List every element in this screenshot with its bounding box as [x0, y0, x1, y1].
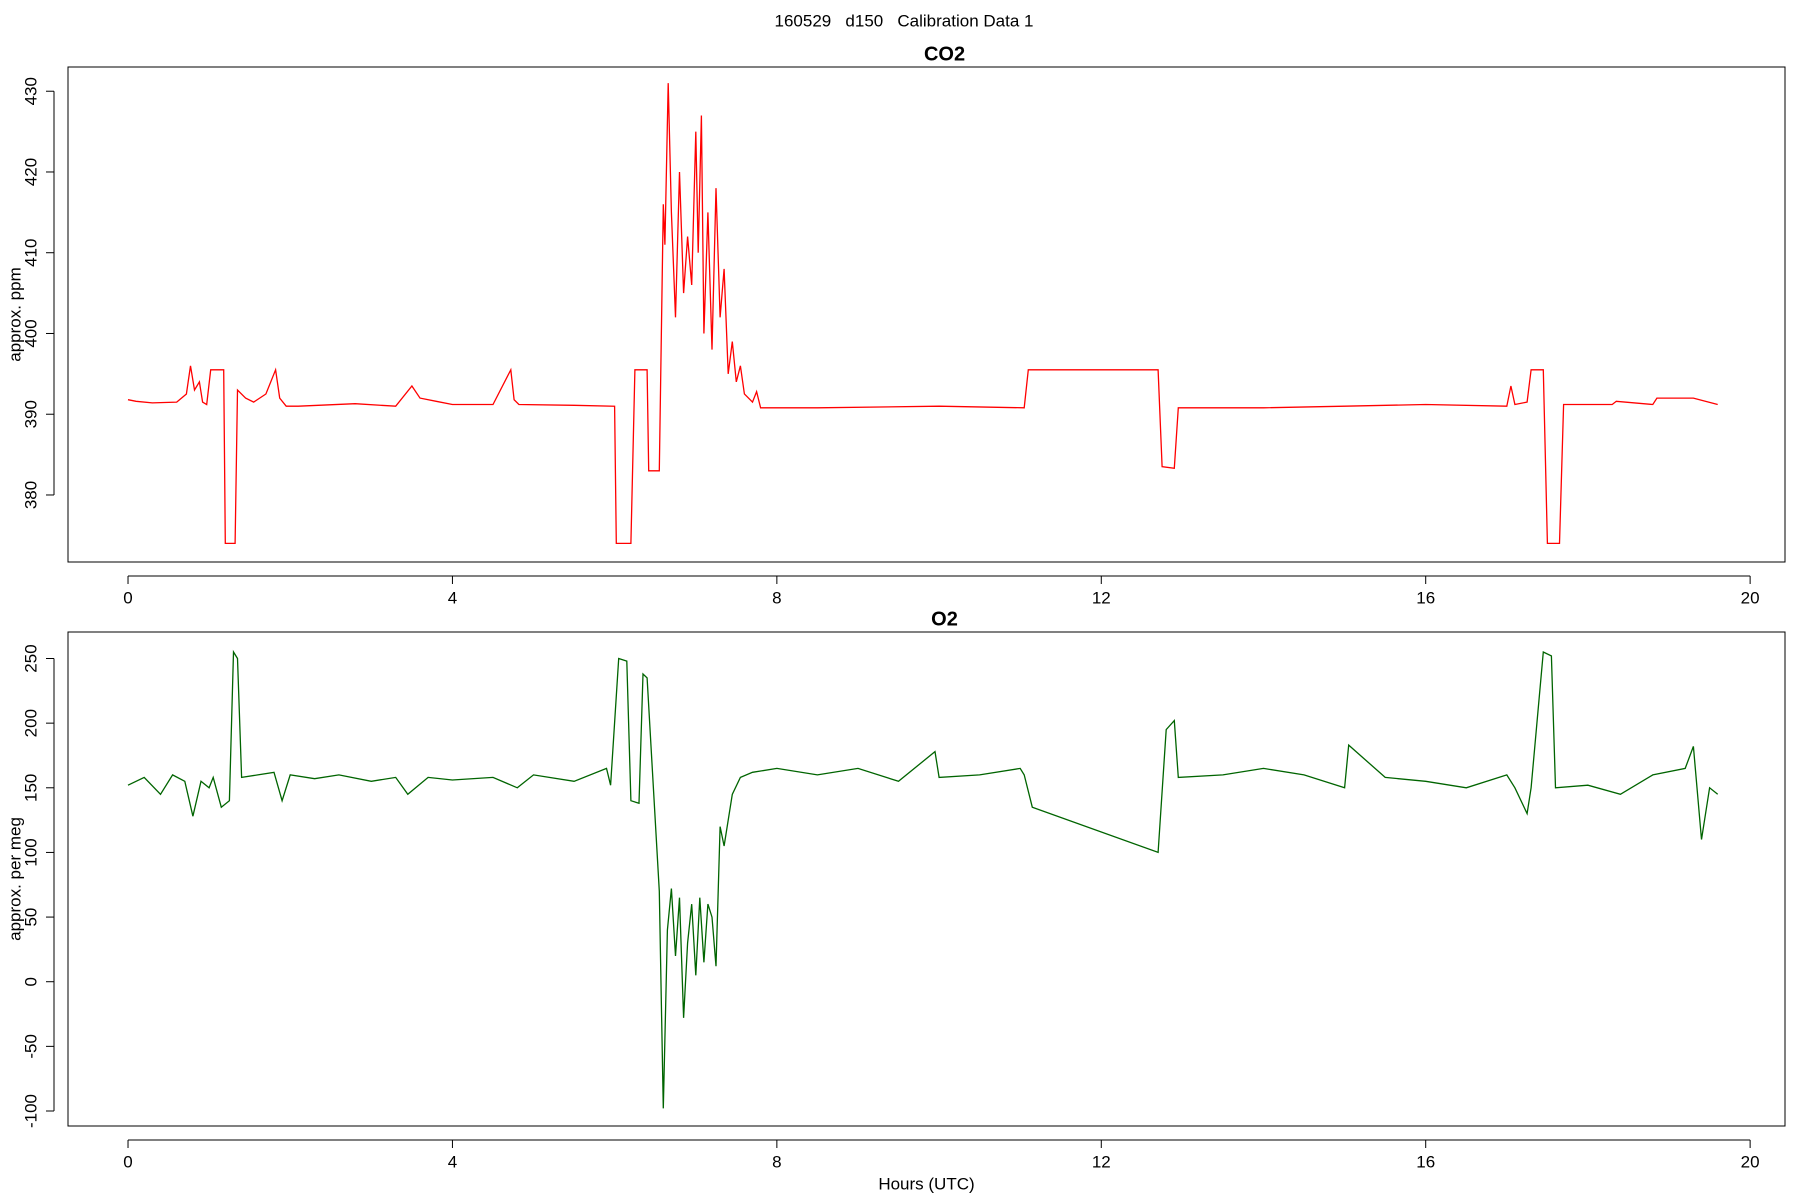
- y-tick-label: 250: [21, 644, 40, 672]
- data-line: [127, 649, 1719, 1109]
- y-tick-label: 400: [21, 319, 40, 347]
- y-tick-label: 0: [21, 977, 40, 986]
- y-tick-label: 430: [21, 77, 40, 105]
- plot-frame: [67, 631, 1786, 1127]
- x-tick-label: 20: [1741, 588, 1760, 607]
- x-tick-label: 8: [772, 588, 781, 607]
- x-tick-label: 4: [448, 588, 457, 607]
- y-tick-label: 150: [21, 774, 40, 802]
- figure-title: 160529 d150 Calibration Data 1: [775, 11, 1034, 30]
- x-tick-label: 12: [1092, 1152, 1111, 1171]
- x-tick-label: 16: [1416, 588, 1435, 607]
- y-tick-label: 50: [21, 908, 40, 927]
- x-tick-label: 4: [448, 1152, 457, 1171]
- y-tick-label: -100: [21, 1094, 40, 1128]
- x-tick-label: 8: [772, 1152, 781, 1171]
- y-tick-label: 390: [21, 400, 40, 428]
- y-tick-label: -50: [21, 1034, 40, 1059]
- panel-title: O2: [931, 608, 958, 630]
- x-tick-label: 0: [123, 1152, 132, 1171]
- x-axis-label: Hours (UTC): [878, 1174, 974, 1193]
- y-axis-label: approx. ppm: [5, 267, 24, 362]
- panel-title: CO2: [924, 43, 965, 65]
- x-tick-label: 12: [1092, 588, 1111, 607]
- x-tick-label: 16: [1416, 1152, 1435, 1171]
- y-tick-label: 420: [21, 158, 40, 186]
- x-tick-label: 0: [123, 588, 132, 607]
- x-tick-label: 20: [1741, 1152, 1760, 1171]
- y-axis-label: approx. per meg: [5, 817, 24, 941]
- data-line: [127, 83, 1718, 545]
- y-tick-label: 380: [21, 481, 40, 509]
- y-tick-label: 200: [21, 709, 40, 737]
- y-tick-label: 100: [21, 838, 40, 866]
- plot-frame: [67, 66, 1786, 563]
- y-tick-label: 410: [21, 239, 40, 267]
